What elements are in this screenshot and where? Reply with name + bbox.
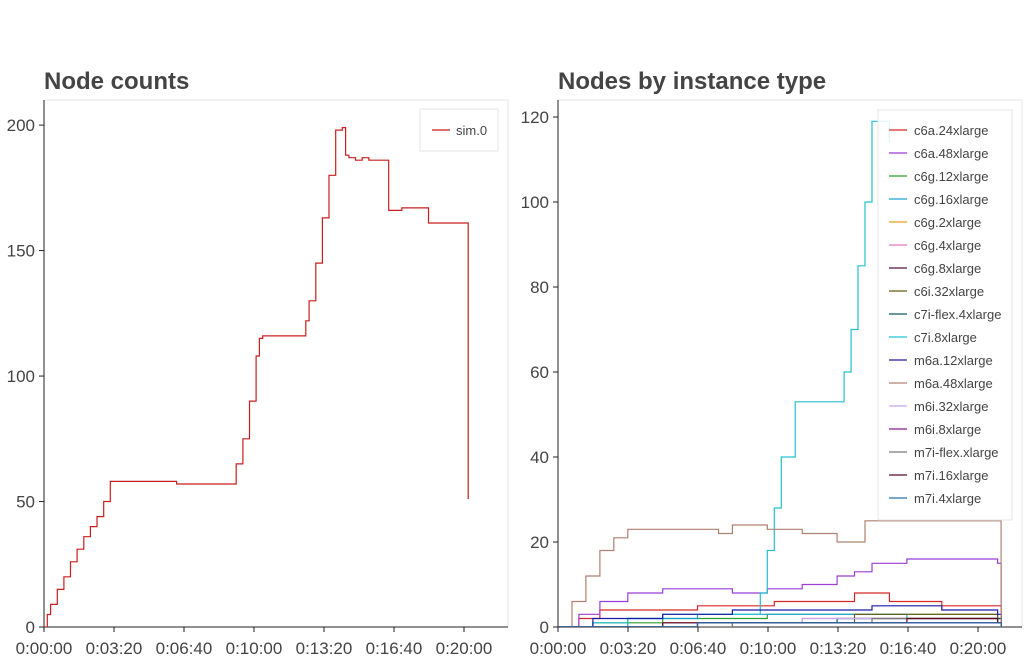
series-line-c6g-12xlarge [558,613,1002,627]
y-tick-label-1-6: 120 [521,108,549,127]
y-tick-label-1-5: 100 [521,193,549,212]
legend-label-m7i-16xlarge: m7i.16xlarge [914,468,988,483]
legend-label-c6a-48xlarge: c6a.48xlarge [914,146,988,161]
x-tick-label-0-5: 0:16:40 [366,639,423,658]
legend-label-c6g-12xlarge: c6g.12xlarge [914,169,988,184]
y-tick-label-1-4: 80 [530,278,549,297]
y-tick-label-1-2: 40 [530,448,549,467]
legend-label-c6g-4xlarge: c6g.4xlarge [914,238,981,253]
legend-label-m6i-8xlarge: m6i.8xlarge [914,422,981,437]
y-tick-label-1-0: 0 [540,618,549,637]
y-tick-label-1-1: 20 [530,533,549,552]
chart-title-nodes-by-instance-type: Nodes by instance type [558,68,826,95]
series-line-sim-0 [44,127,469,627]
x-tick-label-1-4: 0:13:20 [810,639,867,658]
plot-frame-0 [43,99,509,628]
legend-label-m7i-4xlarge: m7i.4xlarge [914,491,981,506]
x-tick-label-1-6: 0:20:00 [950,639,1007,658]
series-line-c6i-32xlarge [558,613,1002,627]
y-tick-label-0-3: 150 [7,242,35,261]
x-tick-label-1-3: 0:10:00 [740,639,797,658]
x-tick-label-1-2: 0:06:40 [670,639,727,658]
x-tick-label-0-2: 0:06:40 [156,639,213,658]
series-line-c6a-48xlarge [558,558,1002,627]
series-line-c6g-8xlarge [558,622,1002,627]
y-tick-label-0-1: 50 [16,493,35,512]
legend-label-m6i-32xlarge: m6i.32xlarge [914,399,988,414]
series-line-c7i-8xlarge [558,120,890,627]
y-tick-label-1-3: 60 [530,363,549,382]
x-tick-label-0-0: 0:00:00 [16,639,73,658]
x-tick-label-0-4: 0:13:20 [296,639,353,658]
y-tick-label-0-0: 0 [26,618,35,637]
legend-label-c7i-flex-4xlarge: c7i-flex.4xlarge [914,307,1001,322]
y-tick-label-0-2: 100 [7,367,35,386]
x-tick-label-0-3: 0:10:00 [226,639,283,658]
series-line-m6i-8xlarge [558,622,1002,627]
chart-title-node-counts: Node counts [44,68,189,95]
legend-label-sim-0: sim.0 [456,123,487,138]
legend-label-c6a-24xlarge: c6a.24xlarge [914,123,988,138]
y-tick-label-0-4: 200 [7,116,35,135]
legend-label-m6a-12xlarge: m6a.12xlarge [914,353,993,368]
series-line-m7i-4xlarge [558,622,1002,627]
series-line-m6a-12xlarge [558,605,1002,627]
x-tick-label-0-1: 0:03:20 [86,639,143,658]
legend-label-c7i-8xlarge: c7i.8xlarge [914,330,977,345]
legend-label-c6g-2xlarge: c6g.2xlarge [914,215,981,230]
x-tick-label-1-5: 0:16:40 [880,639,937,658]
legend-label-m7i-flex-xlarge: m7i-flex.xlarge [914,445,999,460]
legend-label-c6g-8xlarge: c6g.8xlarge [914,261,981,276]
legend-label-m6a-48xlarge: m6a.48xlarge [914,376,993,391]
x-tick-label-0-6: 0:20:00 [436,639,493,658]
legend-label-c6g-16xlarge: c6g.16xlarge [914,192,988,207]
series-line-m6a-48xlarge [558,520,1002,627]
series-line-c6g-16xlarge [558,613,1002,627]
x-tick-label-1-1: 0:03:20 [600,639,657,658]
x-tick-label-1-0: 0:00:00 [530,639,587,658]
legend-label-c6i-32xlarge: c6i.32xlarge [914,284,984,299]
